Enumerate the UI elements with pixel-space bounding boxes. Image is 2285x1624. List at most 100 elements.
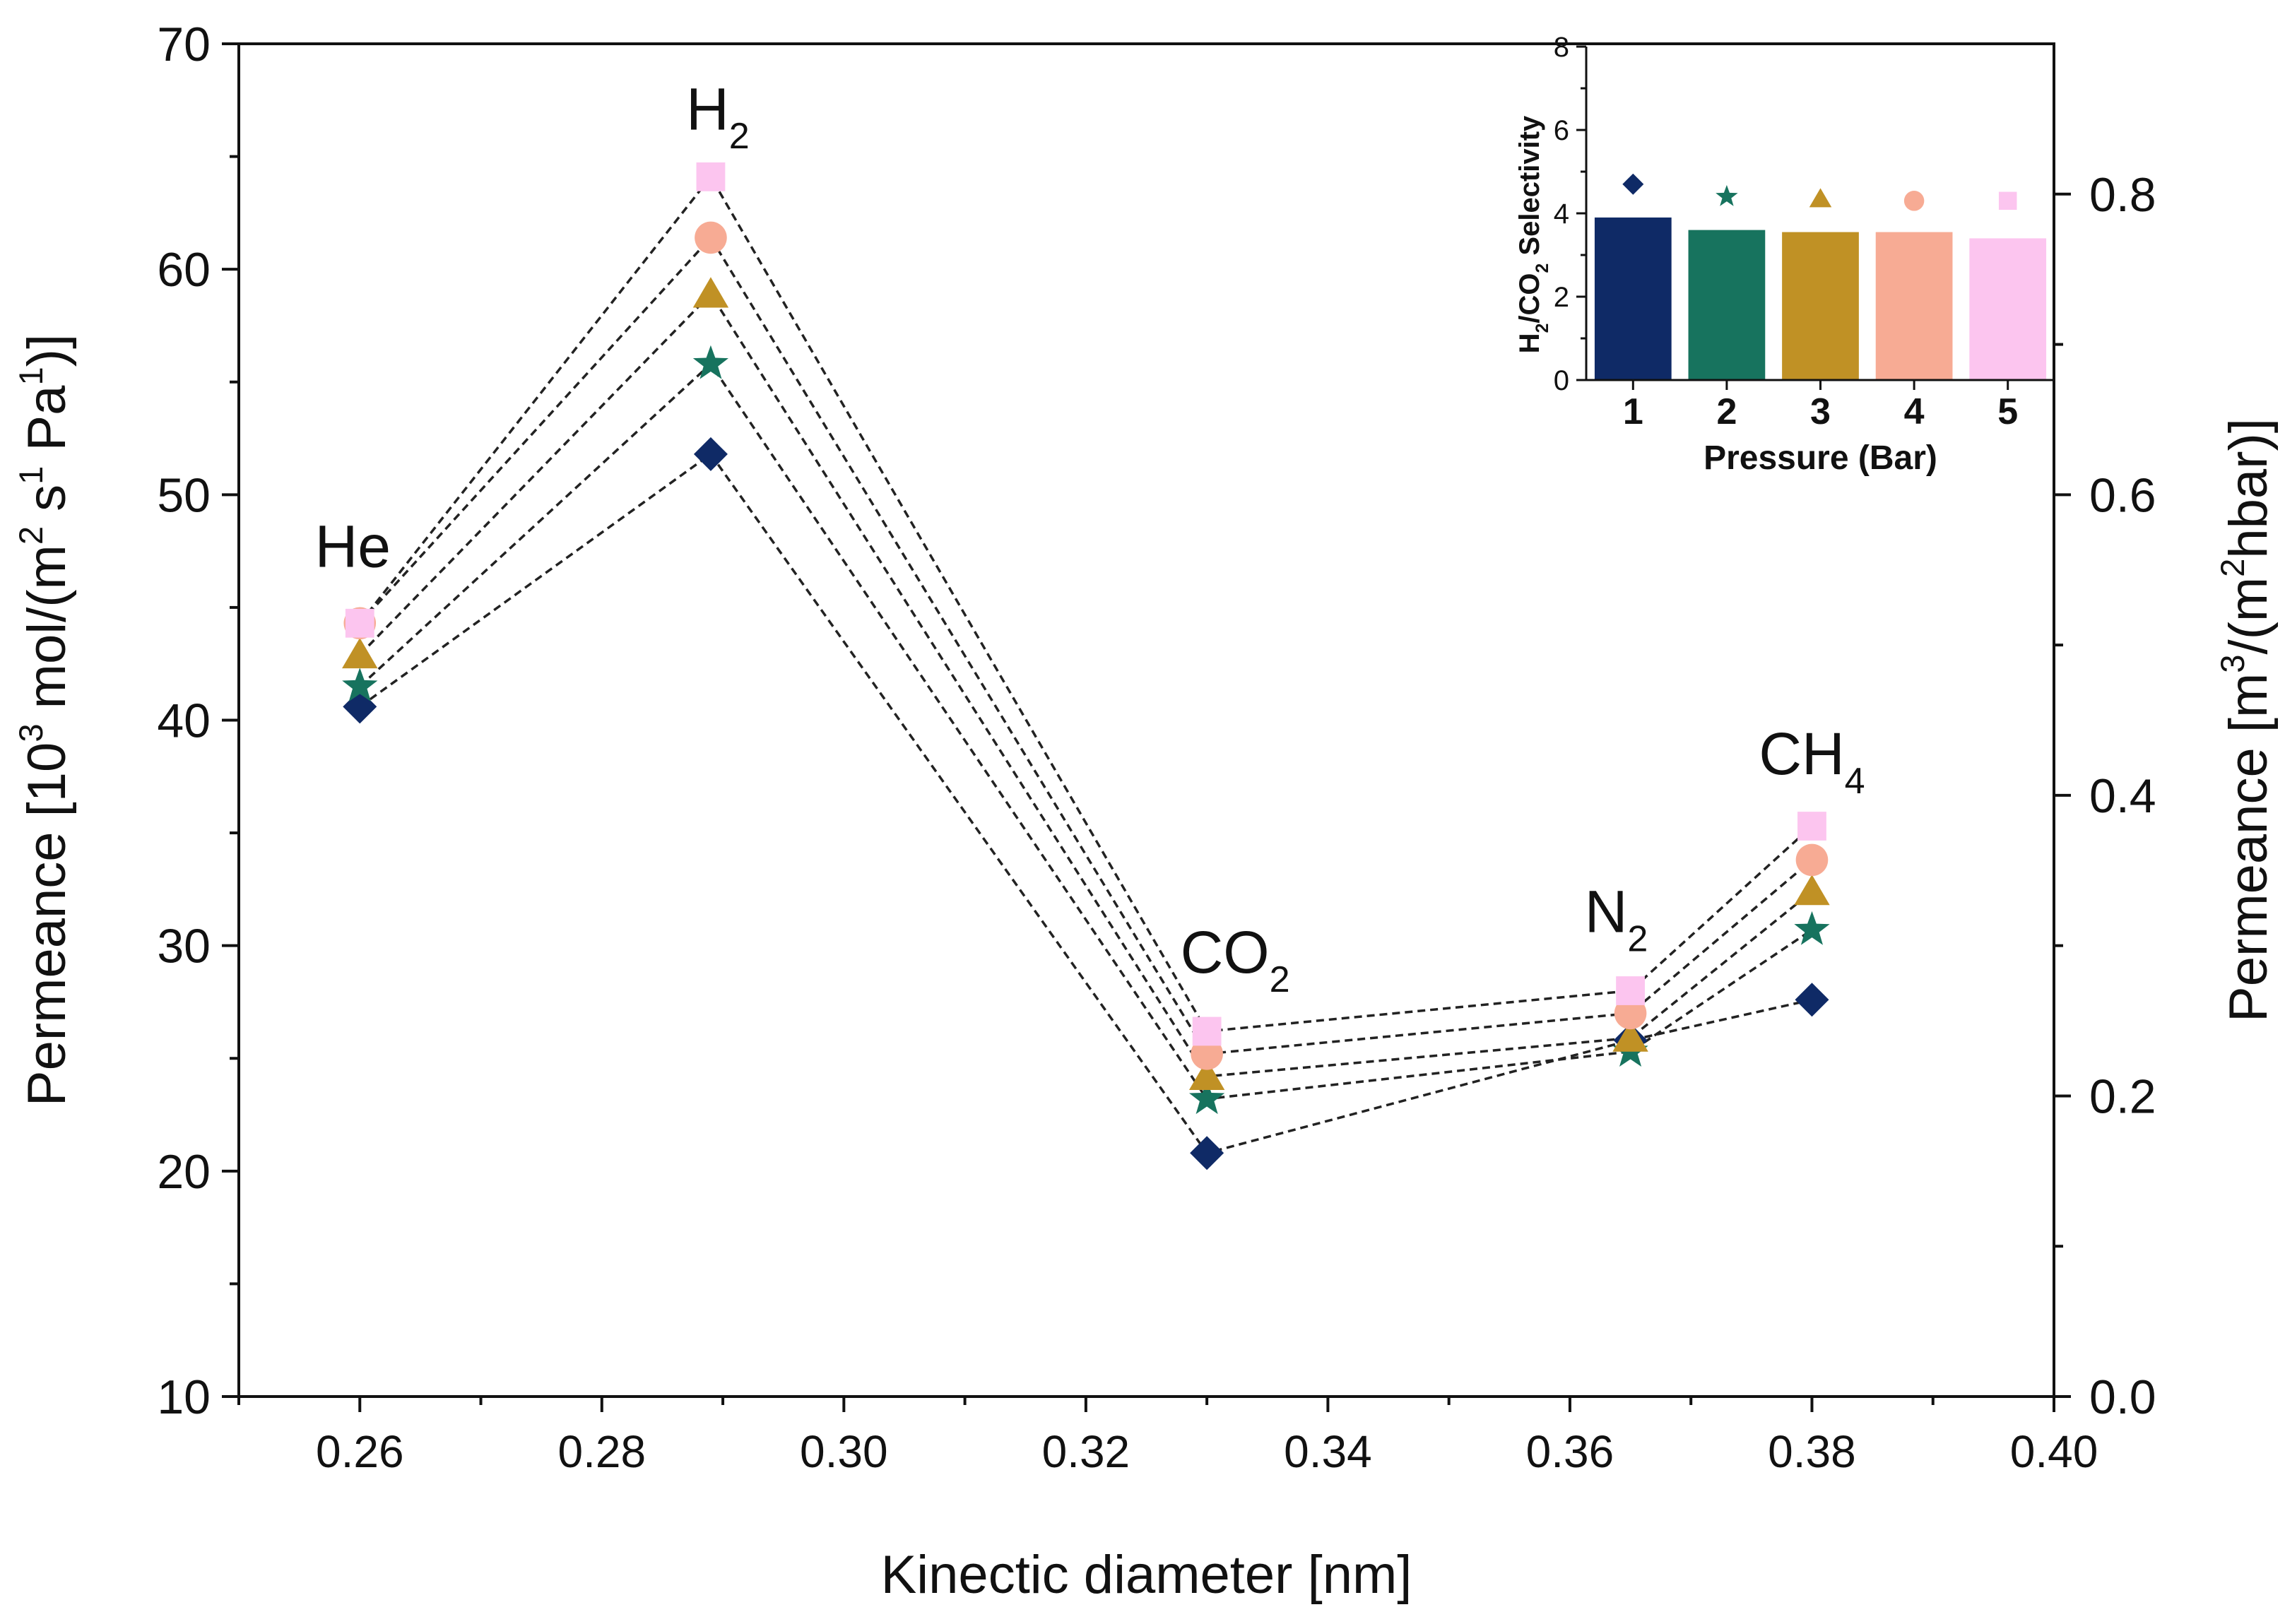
data-point-series-2 — [1794, 911, 1830, 945]
inset-x-tick-label: 2 — [1716, 391, 1737, 432]
x-tick-label: 0.26 — [316, 1426, 404, 1477]
y-left-axis-title-part-3: 2 — [12, 526, 49, 545]
inset-bar-5 — [1969, 238, 2047, 380]
inset-marker-5 — [1998, 191, 2017, 211]
y-left-tick-label: 70 — [157, 18, 211, 71]
data-point-series-5 — [1192, 1017, 1222, 1046]
inset-x-tick-label: 4 — [1904, 391, 1925, 432]
y-right-axis-title-part-2: /(m — [2219, 577, 2279, 655]
inset-x-tick-label: 5 — [1997, 391, 2018, 432]
inset-selectivity-chart: 1 2 3 4 5 0 2 4 6 8 Pressure (Bar) H2/CO2 Selectivi… — [1514, 32, 2055, 477]
y-left-axis-title-part-8: )] — [17, 334, 77, 367]
gas-label-part-1: 2 — [729, 116, 750, 157]
inset-y-tick-label: 2 — [1554, 282, 1569, 313]
gas-label-part-0: H — [686, 76, 729, 142]
inset-y-axis-title-part-0: H — [1514, 333, 1545, 353]
y-right-tick-label: 0.6 — [2089, 468, 2156, 522]
gas-label-part-1: 2 — [1270, 959, 1290, 1000]
x-tick-label: 0.28 — [558, 1426, 646, 1477]
y-right-axis-title-part-4: hbar)] — [2219, 418, 2279, 559]
gas-label: CO2 — [1181, 919, 1290, 1000]
y-right-tick-label: 0.0 — [2089, 1370, 2156, 1424]
y-right-tick-label: 0.4 — [2089, 769, 2156, 823]
inset-marker-4 — [1903, 191, 1925, 211]
y-left-tick-label: 30 — [157, 920, 211, 973]
data-point-series-3 — [1612, 1021, 1648, 1052]
data-point-series-5 — [345, 608, 374, 638]
y-right-tick-label: 0.8 — [2089, 168, 2156, 222]
inset-y-axis-title: H2/CO2 Selectivity — [1514, 115, 1552, 353]
inset-bar-1 — [1594, 217, 1672, 380]
inset-y-tick-label: 6 — [1554, 115, 1569, 146]
inset-bar-3 — [1782, 232, 1859, 380]
inset-y-axis-title-part-1: 2 — [1533, 324, 1552, 333]
x-tick-label: 0.34 — [1284, 1426, 1372, 1477]
y-left-tick-label: 60 — [157, 243, 211, 297]
data-point-series-4 — [1614, 997, 1647, 1030]
data-point-series-1 — [693, 437, 728, 471]
inset-y-axis-title-part-4: Selectivity — [1514, 115, 1545, 263]
data-point-series-2 — [692, 345, 728, 379]
data-point-series-4 — [1191, 1038, 1223, 1070]
y-right-tick-label: 0.2 — [2089, 1069, 2156, 1123]
inset-x-tick-label: 1 — [1623, 391, 1643, 432]
inset-bar-4 — [1875, 232, 1953, 380]
inset-marker-1 — [1622, 173, 1644, 195]
x-tick-label: 0.30 — [800, 1426, 888, 1477]
series-line-3 — [359, 292, 1813, 1078]
y-left-axis-title-part-4: s — [17, 485, 77, 526]
y-left-axis-title-part-1: 3 — [12, 723, 49, 742]
y-left-axis-title-part-2: mol/(m — [17, 545, 77, 723]
inset-x-tick-label: 3 — [1810, 391, 1831, 432]
data-point-series-4 — [1795, 843, 1829, 877]
data-point-series-3 — [342, 637, 378, 669]
y-left-axis-title: Permeance [103 mol/(m2 s1 Pa1)] — [12, 334, 77, 1106]
data-point-series-5 — [1616, 976, 1645, 1005]
inset-y-tick-label: 4 — [1554, 198, 1569, 230]
x-axis-title: Kinectic diameter [nm] — [881, 1545, 1412, 1605]
data-point-series-5 — [696, 162, 726, 191]
gas-label-part-0: CH — [1759, 721, 1844, 787]
gas-label-part-1: 4 — [1845, 761, 1865, 802]
gas-label-part-0: CO — [1181, 919, 1270, 985]
inset-marker-3 — [1809, 188, 1832, 208]
y-left-axis-title-part-5: 1 — [12, 466, 49, 485]
x-tick-label: 0.40 — [2010, 1426, 2098, 1477]
series-line-1 — [359, 452, 1812, 1155]
gas-label: He — [315, 513, 391, 579]
data-point-series-3 — [1794, 875, 1830, 906]
gas-label-part-0: N — [1585, 879, 1628, 945]
data-point-series-4 — [695, 221, 727, 254]
y-right-axis-title-part-0: Permeance [m — [2219, 673, 2279, 1022]
y-right-axis-title: Permeance [m3/(m2hbar)] — [2214, 418, 2279, 1022]
data-point-series-3 — [1188, 1059, 1225, 1090]
data-point-series-5 — [1797, 812, 1826, 841]
gas-label: H2 — [686, 76, 750, 157]
x-tick-label: 0.32 — [1042, 1426, 1130, 1477]
y-left-tick-label: 10 — [157, 1370, 211, 1424]
y-left-axis-title-part-0: Permeance [10 — [17, 742, 77, 1106]
x-tick-label: 0.38 — [1768, 1426, 1856, 1477]
data-point-series-1 — [1795, 983, 1829, 1017]
y-right-axis-title-part-1: 3 — [2214, 655, 2251, 673]
inset-marker-2 — [1716, 184, 1738, 206]
inset-y-tick-label: 8 — [1554, 32, 1569, 63]
inset-x-axis-title: Pressure (Bar) — [1704, 439, 1937, 477]
y-right-axis-title-part-3: 2 — [2214, 559, 2251, 577]
y-left-axis-title-part-7: 1 — [12, 367, 49, 385]
data-point-series-2 — [1189, 1080, 1225, 1115]
data-point-series-2 — [342, 668, 378, 701]
x-tick-label: 0.36 — [1526, 1426, 1614, 1477]
data-point-series-1 — [343, 689, 377, 724]
main-plot-area: 0.26 0.28 0.30 0.32 0.34 0.36 0.38 0.4010203040… — [12, 18, 2279, 1605]
inset-y-tick-label: 0 — [1554, 365, 1569, 396]
y-left-tick-label: 40 — [157, 694, 211, 748]
inset-y-axis-title-part-2: /CO — [1514, 273, 1545, 324]
inset-bar-2 — [1688, 230, 1766, 380]
gas-label-part-0: He — [315, 513, 391, 579]
gas-label-part-1: 2 — [1627, 918, 1648, 959]
series-line-2 — [359, 362, 1813, 1101]
gas-label: N2 — [1585, 879, 1648, 960]
data-point-series-1 — [1190, 1136, 1224, 1170]
